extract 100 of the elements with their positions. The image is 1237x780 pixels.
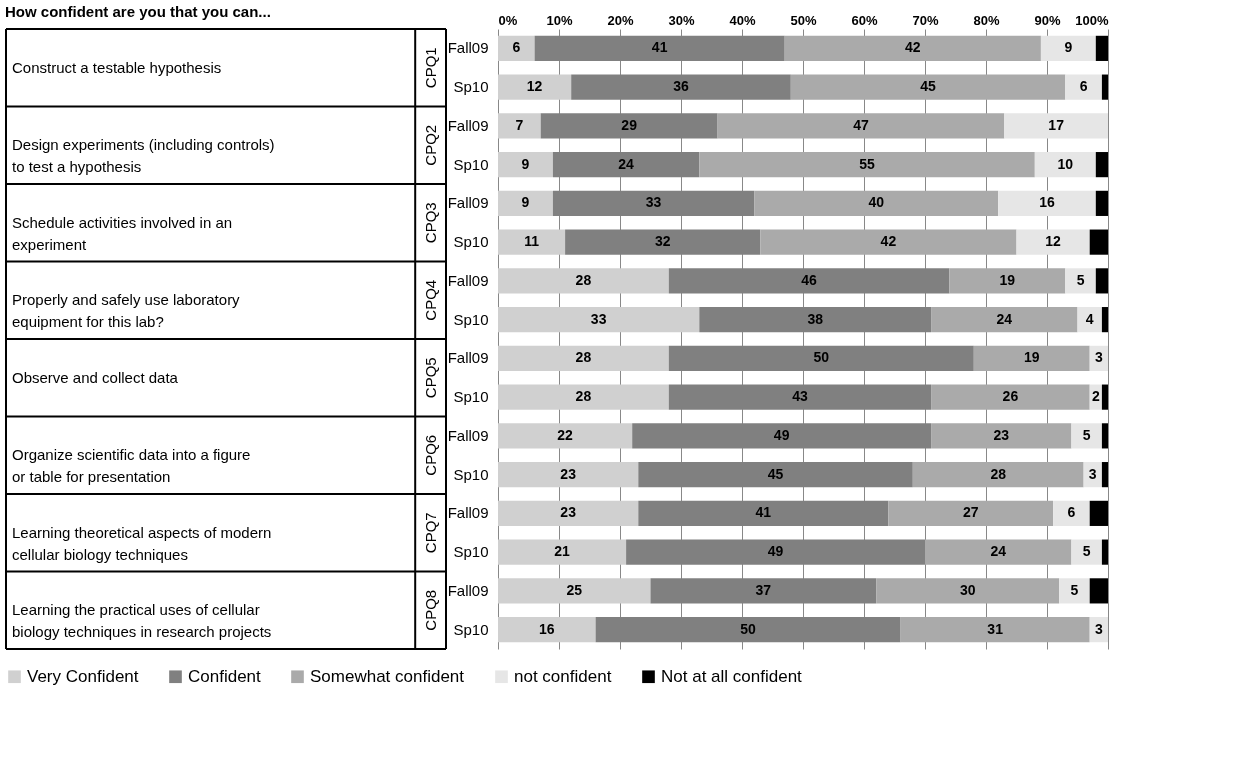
bar: [498, 190, 553, 216]
x-tick-label: 100%: [1075, 12, 1109, 28]
data-label: 45: [920, 78, 937, 95]
legend-label: Very Confident: [27, 666, 139, 686]
data-label: 37: [755, 581, 772, 598]
bar: [1089, 578, 1108, 604]
bar: [931, 423, 1072, 449]
text: Schedule activities involved in an experiment: [12, 213, 233, 253]
x-tick-label: 20%: [607, 12, 634, 28]
bar: [1059, 578, 1090, 604]
bar: [931, 384, 1090, 410]
bar: [1053, 500, 1090, 526]
bar: [1095, 268, 1108, 294]
data-label: 3: [1094, 620, 1103, 637]
data-label: 16: [1039, 194, 1055, 211]
y-tick-label: Fall09: [447, 39, 489, 57]
data-label: 5: [1076, 271, 1085, 288]
data-label: 12: [526, 78, 543, 95]
text: CPQ8: [421, 589, 439, 631]
y-tick-label: Sp10: [453, 78, 489, 96]
text: CPQ1: [421, 47, 439, 89]
bar: [1101, 307, 1108, 333]
bar: [912, 462, 1084, 488]
data-label: 33: [590, 310, 607, 327]
data-label: 3: [1088, 465, 1097, 482]
text: Properly and safely use laboratory equipment for this lab?: [12, 291, 241, 331]
x-tick-label: 70%: [912, 12, 939, 28]
data-label: 6: [1079, 78, 1088, 95]
x-tick-label: 80%: [973, 12, 1000, 28]
bar: [1095, 152, 1108, 178]
data-label: 42: [880, 233, 897, 250]
data-label: 12: [1045, 233, 1062, 250]
bar: [498, 578, 651, 604]
text: CPQ7: [421, 512, 439, 554]
legend-label: Not at all confident: [661, 666, 803, 686]
bar: [784, 35, 1041, 61]
text: CPQ2: [421, 124, 439, 166]
data-label: 10: [1057, 155, 1074, 172]
data-label: 28: [575, 388, 592, 405]
bar: [498, 617, 596, 643]
bar: [498, 268, 669, 294]
y-tick-label: Fall09: [447, 194, 489, 212]
bar: [498, 423, 633, 449]
data-label: 23: [560, 504, 577, 521]
data-label: 6: [1067, 504, 1076, 521]
bar: [498, 307, 700, 333]
legend-label: not confident: [514, 666, 612, 686]
y-tick-label: Sp10: [453, 543, 489, 561]
text: Construct a testable hypothesis: [12, 58, 222, 76]
data-label: 36: [673, 78, 689, 95]
data-label: 28: [575, 271, 592, 288]
y-tick-label: Fall09: [447, 349, 489, 367]
data-label: 21: [554, 543, 571, 560]
bar: [790, 74, 1066, 100]
bar: [717, 113, 1005, 139]
bar: [1089, 229, 1108, 255]
data-label: 41: [755, 504, 772, 521]
bar: [498, 384, 669, 410]
y-tick-label: Fall09: [447, 271, 489, 289]
data-label: 49: [773, 426, 790, 443]
bar: [760, 229, 1017, 255]
text: Observe and collect data: [12, 368, 179, 386]
legend-label: Somewhat confident: [310, 666, 465, 686]
bar: [1089, 500, 1108, 526]
bar: [1065, 74, 1102, 100]
data-label: 25: [566, 581, 583, 598]
bar: [498, 462, 639, 488]
bar: [498, 35, 535, 61]
bar: [876, 578, 1060, 604]
text: Design experiments (including controls) to test a hypothesis: [12, 136, 275, 176]
x-tick-label: 90%: [1034, 12, 1061, 28]
data-label: 24: [990, 543, 1007, 560]
data-label: 40: [868, 194, 885, 211]
bar: [1065, 268, 1096, 294]
text: How confident are you that you can...: [5, 3, 271, 20]
bar: [1095, 190, 1108, 216]
data-label: 29: [621, 116, 638, 133]
data-label: 5: [1082, 543, 1091, 560]
x-tick-label: 40%: [729, 12, 756, 28]
data-label: 3: [1094, 349, 1103, 366]
text: Learning the practical uses of cellular biology techniques in research projects: [12, 601, 272, 641]
bar: [1095, 35, 1108, 61]
x-tick-label: 0%: [498, 12, 518, 28]
data-label: 28: [575, 349, 592, 366]
bar: [1101, 423, 1108, 449]
bar: [1101, 74, 1108, 100]
bar: [1071, 423, 1102, 449]
y-tick-label: Fall09: [447, 426, 489, 444]
text: CPQ5: [421, 357, 439, 399]
bar: [973, 345, 1090, 371]
data-label: 41: [651, 39, 668, 56]
x-tick-label: 50%: [790, 12, 817, 28]
data-label: 11: [524, 233, 540, 250]
data-label: 9: [521, 194, 530, 211]
y-tick-label: Sp10: [453, 155, 489, 173]
bar: [1004, 113, 1108, 139]
bar: [498, 229, 566, 255]
y-tick-label: Sp10: [453, 233, 489, 251]
data-label: 6: [512, 39, 521, 56]
legend-label: Confident: [188, 666, 262, 686]
